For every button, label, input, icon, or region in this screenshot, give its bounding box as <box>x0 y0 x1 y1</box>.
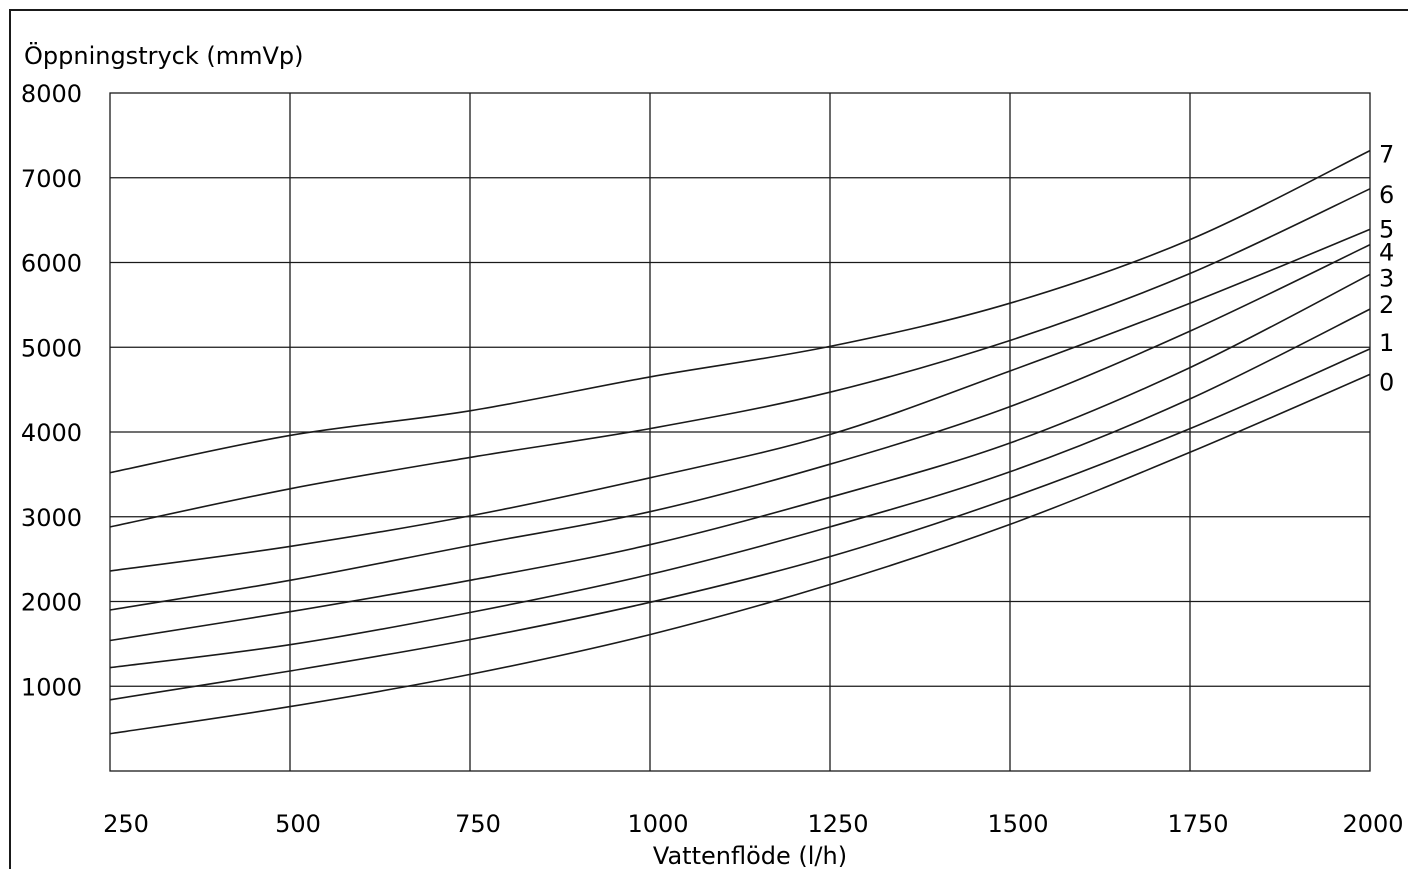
x-tick-label: 1000 <box>627 810 688 838</box>
series-label-7: 7 <box>1379 141 1394 169</box>
series-line-4 <box>109 243 1371 611</box>
x-tick-label: 500 <box>275 810 321 838</box>
series-line-7 <box>109 149 1371 474</box>
series-line-6 <box>109 188 1371 528</box>
y-tick-label: 6000 <box>21 250 82 278</box>
series-label-2: 2 <box>1379 291 1394 319</box>
x-tick-label: 1250 <box>807 810 868 838</box>
series-line-1 <box>109 348 1371 701</box>
chart-frame <box>9 9 1408 869</box>
y-tick-label: 4000 <box>21 419 82 447</box>
y-tick-label: 7000 <box>21 165 82 193</box>
x-tick-label: 1500 <box>987 810 1048 838</box>
y-tick-label: 8000 <box>21 80 82 108</box>
y-tick-label: 5000 <box>21 334 82 362</box>
series-label-6: 6 <box>1379 181 1394 209</box>
series-line-5 <box>109 228 1371 572</box>
y-tick-label: 1000 <box>21 673 82 701</box>
x-tick-label: 250 <box>103 810 149 838</box>
y-axis-label: Öppningstryck (mmVp) <box>24 41 304 70</box>
x-axis-label: Vattenflöde (l/h) <box>653 842 847 869</box>
series-label-0: 0 <box>1379 368 1394 396</box>
series-label-1: 1 <box>1379 329 1394 357</box>
series-line-3 <box>109 273 1371 642</box>
series-label-5: 5 <box>1379 215 1394 243</box>
series-label-3: 3 <box>1379 264 1394 292</box>
y-tick-label: 2000 <box>21 589 82 617</box>
x-tick-label: 1750 <box>1167 810 1228 838</box>
series-line-0 <box>109 373 1371 735</box>
x-tick-label: 2000 <box>1342 810 1403 838</box>
y-tick-label: 3000 <box>21 504 82 532</box>
series-label-4: 4 <box>1379 239 1394 267</box>
series-line-2 <box>109 308 1371 669</box>
x-tick-label: 750 <box>455 810 501 838</box>
